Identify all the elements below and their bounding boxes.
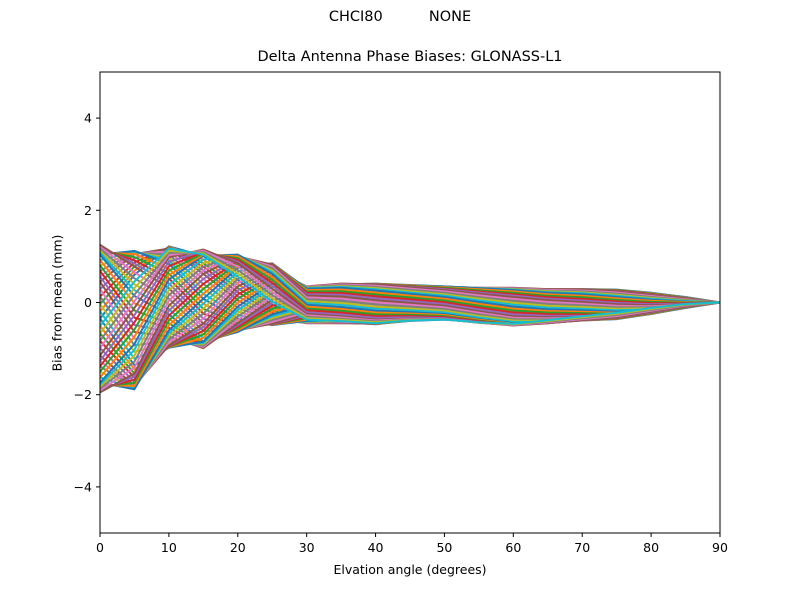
x-tick-label: 80 bbox=[643, 540, 659, 555]
y-tick-label: 4 bbox=[84, 111, 92, 126]
figure-suptitle: CHCI80 NONE bbox=[0, 9, 800, 25]
x-axis-ticks: 0 10 20 30 40 50 60 70 80 90 bbox=[96, 533, 728, 555]
y-tick-label: 2 bbox=[84, 203, 92, 218]
x-axis-label: Elvation angle (degrees) bbox=[333, 562, 487, 577]
y-tick-label: −4 bbox=[74, 479, 92, 494]
x-tick-label: 50 bbox=[436, 540, 452, 555]
series-lines bbox=[100, 244, 720, 394]
series-line bbox=[100, 247, 720, 327]
series-line bbox=[100, 263, 720, 390]
x-tick-label: 70 bbox=[574, 540, 590, 555]
x-tick-label: 20 bbox=[230, 540, 246, 555]
y-axis-ticks: −4 −2 0 2 4 bbox=[74, 111, 100, 494]
series-line bbox=[100, 266, 720, 389]
x-tick-label: 90 bbox=[712, 540, 728, 555]
x-tick-label: 30 bbox=[299, 540, 315, 555]
y-axis-label: Bias from mean (mm) bbox=[49, 234, 65, 372]
y-tick-label: 0 bbox=[84, 295, 92, 310]
x-tick-label: 60 bbox=[505, 540, 521, 555]
series-line bbox=[100, 269, 720, 388]
radome-name: NONE bbox=[428, 9, 472, 25]
x-tick-label: 40 bbox=[368, 540, 384, 555]
series-line bbox=[100, 265, 720, 390]
x-tick-label: 0 bbox=[96, 540, 104, 555]
series-line bbox=[100, 267, 720, 388]
x-tick-label: 10 bbox=[161, 540, 177, 555]
chart-title: Delta Antenna Phase Biases: GLONASS-L1 bbox=[257, 49, 563, 65]
y-tick-label: −2 bbox=[74, 387, 92, 402]
series-line bbox=[100, 262, 720, 391]
station-name: CHCI80 bbox=[328, 9, 383, 25]
